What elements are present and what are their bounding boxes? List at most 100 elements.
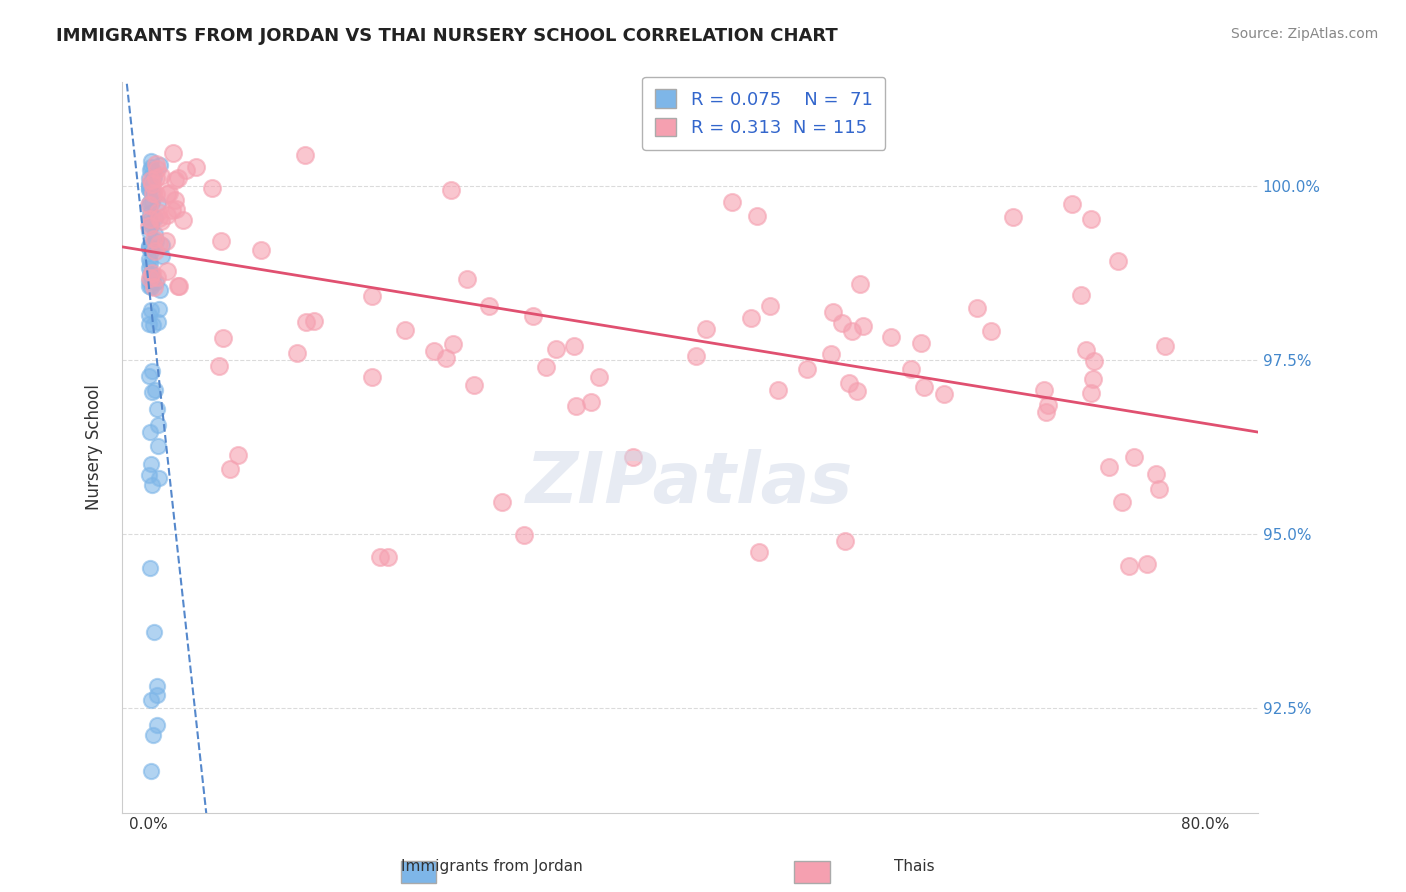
Y-axis label: Nursery School: Nursery School [86, 384, 103, 510]
Point [138, 224, 160, 238]
Point [846, 384, 869, 398]
Point [167, 278, 190, 293]
Point [1033, 384, 1056, 398]
Point [1136, 558, 1159, 572]
Point [966, 301, 988, 315]
Point [141, 477, 163, 491]
Point [695, 322, 717, 336]
Point [360, 288, 382, 302]
Point [156, 186, 179, 201]
Point [138, 252, 160, 266]
Point [141, 385, 163, 400]
Point [141, 693, 163, 707]
Point [361, 370, 384, 384]
Point [1111, 494, 1133, 508]
Point [1154, 339, 1177, 353]
Point [149, 157, 172, 171]
Point [1107, 253, 1129, 268]
Point [169, 278, 191, 293]
Point [1118, 558, 1140, 573]
Point [146, 679, 169, 693]
Text: Thais: Thais [894, 859, 934, 874]
Point [1060, 197, 1083, 211]
Point [139, 215, 162, 229]
Text: Immigrants from Jordan: Immigrants from Jordan [401, 859, 583, 874]
Point [143, 211, 166, 226]
Point [1147, 483, 1170, 497]
Point [534, 359, 557, 374]
Point [138, 241, 160, 255]
Point [1080, 385, 1102, 400]
Point [165, 202, 187, 216]
Point [588, 370, 610, 384]
Point [139, 206, 162, 220]
Point [285, 345, 308, 359]
Point [149, 214, 172, 228]
Point [146, 195, 169, 210]
Point [142, 279, 165, 293]
Point [226, 448, 249, 462]
Point [209, 234, 232, 248]
Point [143, 625, 166, 640]
Point [145, 157, 167, 171]
Text: Source: ZipAtlas.com: Source: ZipAtlas.com [1230, 27, 1378, 41]
Point [146, 161, 169, 176]
Point [142, 728, 165, 742]
Point [980, 324, 1002, 338]
Point [139, 178, 162, 193]
Point [145, 275, 167, 289]
Point [1035, 404, 1057, 418]
Point [1097, 460, 1119, 475]
Point [138, 261, 160, 276]
Point [138, 273, 160, 287]
Point [932, 386, 955, 401]
Point [139, 173, 162, 187]
Point [394, 323, 416, 337]
Point [212, 331, 235, 345]
Point [522, 309, 544, 323]
Point [138, 178, 160, 192]
Point [143, 384, 166, 398]
Point [768, 384, 790, 398]
Point [139, 457, 162, 471]
Point [294, 148, 316, 162]
Point [579, 395, 602, 409]
Point [148, 211, 170, 226]
Point [218, 462, 240, 476]
Legend: R = 0.075    N =  71, R = 0.313  N = 115: R = 0.075 N = 71, R = 0.313 N = 115 [643, 77, 886, 150]
Point [440, 183, 463, 197]
Point [138, 171, 160, 186]
Point [377, 549, 399, 564]
Point [145, 171, 167, 186]
Point [167, 171, 190, 186]
Point [141, 302, 163, 317]
Point [138, 368, 160, 383]
Text: ZIPatlas: ZIPatlas [526, 450, 853, 518]
Point [823, 305, 845, 319]
Point [422, 344, 444, 359]
Point [142, 273, 165, 287]
Point [441, 337, 464, 351]
Point [139, 256, 162, 270]
Point [162, 146, 184, 161]
Point [912, 380, 935, 394]
Point [544, 343, 567, 357]
Point [141, 280, 163, 294]
Point [141, 764, 163, 778]
Point [1081, 372, 1104, 386]
Point [138, 198, 160, 212]
Point [1083, 354, 1105, 368]
Point [148, 471, 170, 485]
Point [434, 351, 457, 365]
Point [831, 316, 853, 330]
Point [150, 249, 173, 263]
Point [138, 238, 160, 252]
Point [160, 203, 183, 218]
Point [565, 399, 588, 413]
Point [478, 299, 501, 313]
Point [621, 450, 644, 465]
Point [156, 264, 179, 278]
Point [796, 362, 818, 376]
Point [142, 186, 165, 200]
Point [249, 243, 271, 257]
